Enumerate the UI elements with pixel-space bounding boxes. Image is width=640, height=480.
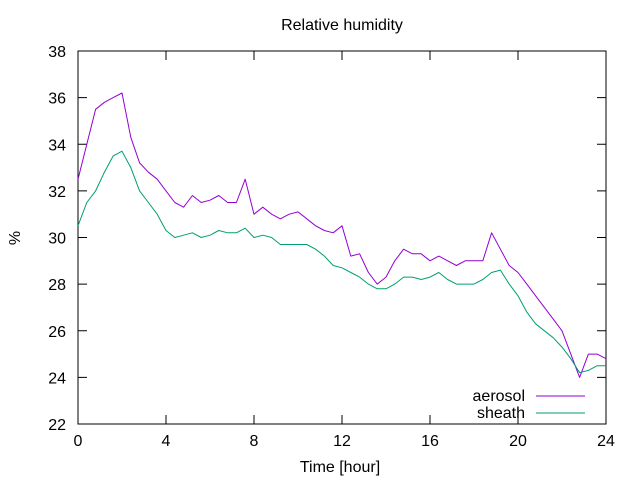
x-tick-label: 8 — [250, 433, 259, 450]
x-tick-label: 20 — [509, 433, 527, 450]
y-tick-label: 26 — [48, 324, 66, 341]
plot-frame — [77, 50, 607, 425]
y-tick-label: 24 — [48, 370, 66, 387]
y-tick-label: 32 — [48, 184, 66, 201]
x-tick-label: 16 — [421, 433, 439, 450]
y-tick-label: 22 — [48, 417, 66, 434]
series-line-aerosol — [77, 92, 607, 378]
legend-label-sheath: sheath — [477, 405, 525, 422]
y-axis: 22 24 26 28 30 32 34 36 38 — [48, 44, 606, 434]
x-tick-label: 4 — [162, 433, 171, 450]
chart-title: Relative humidity — [281, 17, 403, 34]
y-tick-label: 36 — [48, 91, 66, 108]
x-tick-label: 0 — [74, 433, 83, 450]
y-tick-label: 34 — [48, 137, 66, 154]
series-layer — [77, 92, 607, 378]
x-axis-title: Time [hour] — [300, 459, 380, 476]
legend-label-aerosol: aerosol — [473, 388, 525, 405]
y-tick-label: 30 — [48, 231, 66, 248]
x-tick-label: 12 — [333, 433, 351, 450]
series-line-sheath — [77, 150, 606, 374]
x-tick-label: 24 — [597, 433, 615, 450]
x-axis: 0 4 8 12 16 20 24 — [74, 51, 615, 450]
y-axis-title: % — [7, 231, 24, 245]
y-tick-label: 38 — [48, 44, 66, 61]
y-tick-label: 28 — [48, 277, 66, 294]
